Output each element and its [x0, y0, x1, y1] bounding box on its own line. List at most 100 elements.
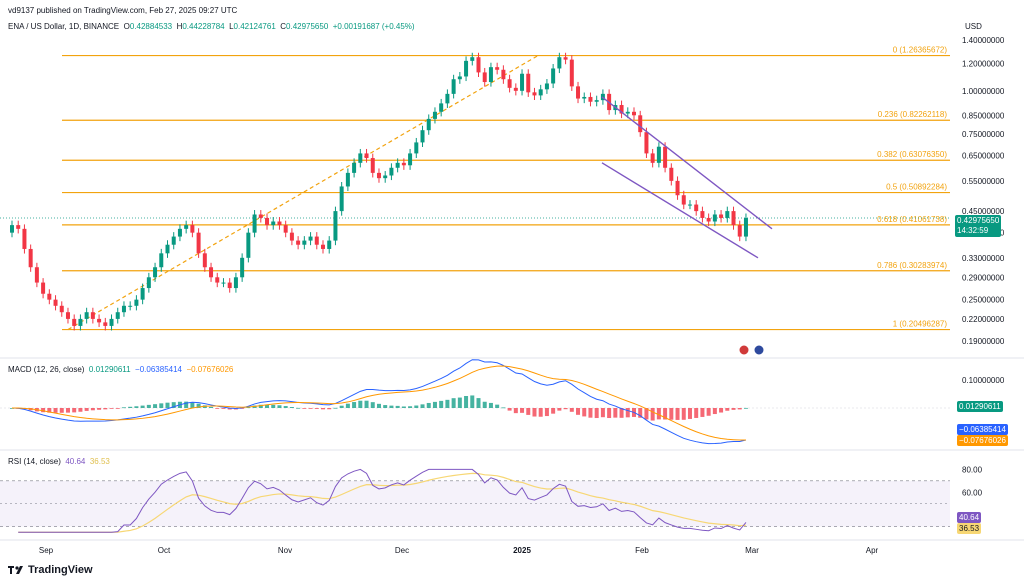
candle-body — [327, 240, 332, 249]
candle-body — [134, 299, 139, 306]
candle-body — [265, 217, 270, 226]
candle-body — [656, 146, 661, 163]
x-tick-label: 2025 — [513, 546, 531, 555]
rsi-value: 40.64 — [65, 457, 86, 466]
macd-histogram-bar — [277, 405, 282, 408]
candle-body — [165, 244, 170, 254]
candle-body — [520, 73, 525, 91]
macd-histogram-bar — [694, 408, 699, 418]
macd-histogram-bar — [84, 408, 89, 411]
tradingview-logo-icon — [8, 566, 23, 574]
macd-histogram-bar — [383, 405, 388, 408]
macd-histogram-bar — [59, 408, 64, 413]
candle-body — [551, 68, 556, 84]
macd-histogram-bar — [439, 400, 444, 408]
candle-body — [22, 228, 27, 249]
macd-histogram-bar — [308, 408, 313, 409]
macd-histogram-bar — [426, 402, 431, 408]
candle-body — [675, 180, 680, 196]
candle-body — [296, 240, 301, 245]
y-tick-label: 1.00000000 — [962, 87, 1005, 96]
macd-histogram-bar — [687, 408, 692, 419]
macd-y-tick: 0.10000000 — [962, 376, 1005, 385]
candle-body — [737, 225, 742, 237]
macd-histogram-bar — [53, 408, 58, 413]
candle-body — [395, 162, 400, 168]
last-price-value: 0.42975650 — [957, 216, 1000, 225]
candle-body — [41, 282, 46, 294]
macd-title: MACD (12, 26, close) — [8, 365, 85, 374]
candle-body — [59, 305, 64, 313]
candle-body — [227, 282, 232, 289]
candle-body — [34, 267, 39, 283]
macd-histogram-bar — [146, 404, 151, 408]
candle-body — [619, 105, 624, 114]
candle-body — [84, 312, 89, 319]
candle-body — [177, 228, 182, 237]
candle-body — [625, 111, 630, 114]
macd-histogram-bar — [140, 405, 145, 408]
event-flag-icon — [738, 344, 750, 356]
macd-histogram-bar — [333, 407, 338, 409]
candle-body — [482, 72, 487, 83]
macd-histogram-bar — [432, 401, 437, 408]
macd-histogram-bar — [221, 408, 226, 409]
candle-body — [339, 186, 344, 212]
macd-histogram-bar — [451, 398, 456, 408]
candle-body — [594, 100, 599, 102]
macd-histogram-bar — [656, 408, 661, 420]
rsi-ma-line — [18, 472, 747, 533]
candle-body — [507, 79, 512, 88]
candle-body — [47, 293, 52, 300]
candle-body — [650, 153, 655, 163]
macd-histogram-bar — [401, 406, 406, 408]
candle-body — [321, 244, 325, 249]
candle-body — [128, 305, 133, 307]
macd-histogram-bar — [476, 398, 481, 408]
macd-histogram-bar — [594, 408, 599, 419]
macd-signal-badge: −0.07676026 — [957, 435, 1008, 446]
macd-histogram-bar — [109, 408, 114, 409]
candle-body — [501, 69, 506, 80]
currency-label: USD — [965, 22, 982, 31]
x-tick-label: Nov — [278, 546, 292, 555]
candle-body — [488, 67, 493, 83]
candle-body — [439, 103, 444, 112]
candle-body — [495, 67, 500, 70]
macd-histogram-bar — [115, 408, 120, 409]
macd-histogram-bar — [719, 408, 724, 413]
candle-body — [252, 214, 257, 233]
macd-histogram-bar — [171, 402, 176, 408]
y-tick-label: 0.25000000 — [962, 296, 1005, 305]
candle-body — [408, 153, 413, 166]
macd-line-value: −0.06385414 — [135, 365, 182, 374]
macd-histogram-bar — [513, 408, 518, 414]
low-label: L — [229, 22, 234, 31]
macd-histogram-bar — [669, 408, 674, 420]
macd-histogram-bar — [364, 400, 369, 408]
macd-histogram-bar — [526, 408, 531, 415]
candle-body — [364, 153, 369, 159]
candle-body — [731, 211, 736, 226]
candle-body — [644, 132, 649, 154]
macd-histogram-bar — [345, 403, 350, 408]
change-value: +0.00191687 (+0.45%) — [332, 22, 415, 31]
candle-body — [576, 86, 581, 99]
macd-histogram-bar — [538, 408, 543, 417]
candle-body — [376, 172, 381, 179]
event-flag-icon — [753, 344, 765, 356]
rsi-ma-value: 36.53 — [89, 457, 110, 466]
candle-body — [700, 211, 705, 218]
fib-label: 0.5 (0.50892284) — [886, 183, 947, 192]
y-tick-label: 1.20000000 — [962, 59, 1005, 68]
candle-body — [146, 277, 151, 289]
candle-body — [638, 115, 643, 133]
macd-histogram-bar — [644, 408, 649, 420]
candle-body — [246, 232, 251, 258]
macd-histogram-bar — [638, 408, 643, 418]
macd-histogram-bar — [352, 402, 357, 408]
macd-histogram-bar — [557, 408, 562, 411]
candle-body — [451, 79, 456, 94]
candle-body — [171, 236, 176, 245]
